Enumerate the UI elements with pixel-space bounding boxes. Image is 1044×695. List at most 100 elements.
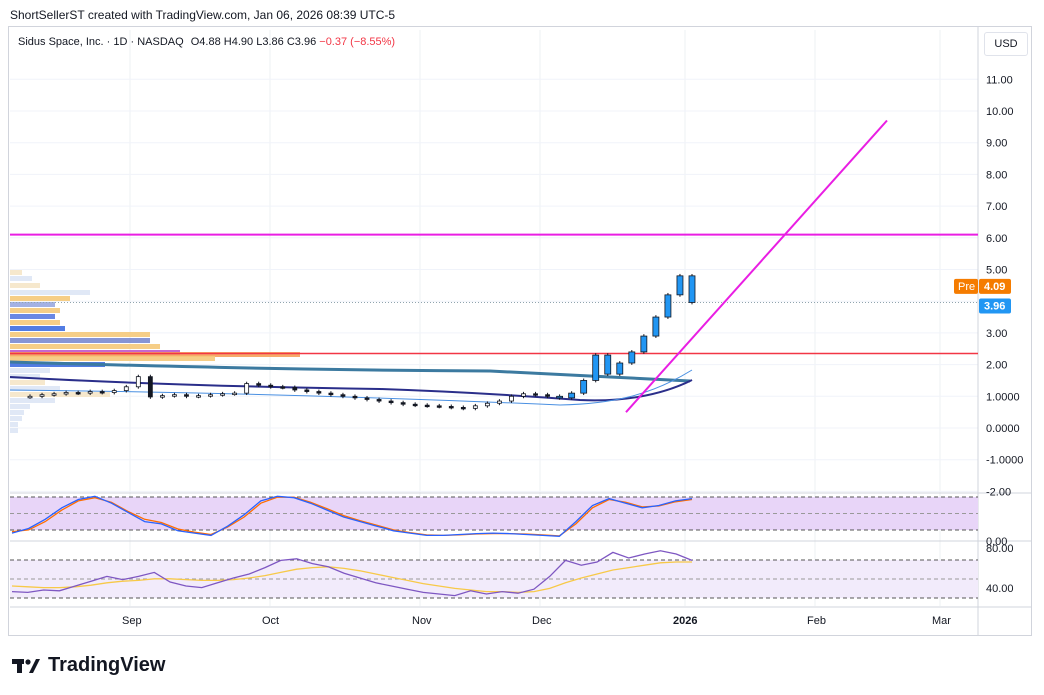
candle-body	[448, 406, 454, 409]
currency-button[interactable]: USD	[984, 32, 1028, 56]
candle-body	[388, 400, 394, 404]
volume-profile-bar	[10, 320, 60, 325]
candle-body	[51, 393, 57, 396]
candle-body	[244, 383, 250, 394]
candle-body	[340, 394, 346, 397]
candle-body	[87, 391, 93, 394]
volume-profile-bar	[10, 270, 22, 275]
last-price: 3.96	[984, 300, 1005, 312]
candle-body	[75, 392, 81, 395]
volume-profile-bar	[10, 326, 65, 331]
volume-profile-bar	[10, 276, 32, 281]
candle-body	[147, 376, 153, 398]
candle-body	[352, 395, 358, 399]
candle-body	[424, 404, 430, 408]
candle-body	[676, 275, 684, 296]
tradingview-logo-icon	[12, 657, 40, 675]
candle-body	[27, 395, 33, 399]
rsi-ma-line	[11, 561, 692, 594]
price-axis-tick: -2.00	[986, 486, 1011, 498]
symbol-name[interactable]: Sidus Space, Inc. · 1D · NASDAQ	[18, 36, 184, 48]
volume-profile-bar	[10, 290, 90, 295]
candle-body	[328, 392, 334, 396]
volume-profile-bar	[10, 332, 150, 337]
price-axis-tick: 3.00	[986, 328, 1007, 340]
open-value: 4.88	[199, 36, 221, 48]
price-axis-tick: -1.0000	[986, 455, 1023, 467]
candle-body	[292, 387, 298, 391]
brand-name: TradingView	[48, 654, 166, 676]
candle-body	[412, 403, 418, 407]
price-axis-tick: 5.00	[986, 265, 1007, 277]
volume-profile-bar	[10, 392, 110, 397]
time-axis-tick: Nov	[412, 615, 432, 627]
time-axis-tick: Sep	[122, 615, 142, 627]
candle-body	[628, 351, 636, 364]
stoch-d-line	[11, 496, 693, 537]
candle-body	[580, 380, 588, 394]
candle-body	[460, 406, 466, 410]
price-axis-tick: 0.0000	[986, 423, 1020, 435]
volume-profile-bar	[10, 368, 50, 373]
candle-body	[232, 392, 238, 396]
candle-body	[111, 390, 117, 393]
time-axis-tick: Oct	[262, 615, 279, 627]
candle-body	[497, 400, 502, 404]
candle-body	[316, 391, 322, 394]
candle-body	[472, 405, 478, 409]
candle-body	[688, 275, 696, 303]
volume-profile-bar	[10, 410, 24, 415]
candle-body	[256, 383, 262, 386]
candle-body	[436, 405, 442, 408]
candle-body	[640, 335, 648, 353]
rsi-axis-tick: 80.00	[986, 543, 1014, 555]
price-axis-tick: 7.00	[986, 201, 1007, 213]
volume-profile-bar	[10, 296, 70, 301]
candle-body	[545, 394, 550, 397]
stoch-axis-tick: 0.00	[986, 536, 1007, 548]
candle-body	[616, 362, 624, 375]
candle-body	[208, 394, 213, 397]
candle-body	[184, 394, 189, 397]
candle-body	[521, 393, 526, 397]
candle-body	[63, 392, 69, 395]
volume-profile-bar	[10, 283, 40, 288]
high-label: H	[223, 36, 232, 48]
volume-profile-bar	[10, 374, 40, 379]
volume-profile-bar	[10, 338, 150, 343]
candle-body	[604, 354, 612, 375]
price-axis-tick: 2.00	[986, 360, 1007, 372]
candle-body	[135, 376, 141, 388]
stoch-k-line	[11, 495, 693, 537]
time-axis-tick: Dec	[532, 615, 552, 627]
candle-body	[304, 389, 310, 392]
volume-profile-bar	[10, 428, 18, 433]
candle-body	[172, 394, 177, 397]
price-axis-tick: 11.00	[986, 74, 1013, 86]
volume-profile-bar	[10, 352, 300, 357]
moving-average-long	[9, 360, 691, 383]
candle-body	[268, 384, 274, 388]
author-line: ShortSellerST created with TradingView.c…	[10, 8, 396, 22]
candle-body	[592, 354, 600, 381]
volume-profile-bar	[10, 344, 160, 349]
volume-profile-bar	[10, 398, 55, 403]
candle-body	[400, 402, 406, 405]
moving-average-short	[9, 369, 693, 406]
volume-profile-bar	[10, 386, 60, 391]
low-label: L	[256, 36, 263, 48]
time-axis-tick: 2026	[673, 615, 697, 627]
price-axis-tick: 8.00	[986, 169, 1007, 181]
volume-profile-bar	[10, 314, 55, 319]
candle-body	[509, 395, 514, 402]
volume-profile-bar	[10, 416, 22, 421]
pre-market-price: 4.09	[984, 281, 1005, 293]
volume-profile-bar	[10, 302, 55, 307]
time-axis-tick: Feb	[807, 615, 826, 627]
candle-body	[556, 395, 563, 399]
rsi-line	[11, 550, 693, 597]
price-axis-tick: 9.00	[986, 138, 1007, 150]
candle-body	[376, 399, 382, 402]
candle-body	[220, 393, 225, 396]
